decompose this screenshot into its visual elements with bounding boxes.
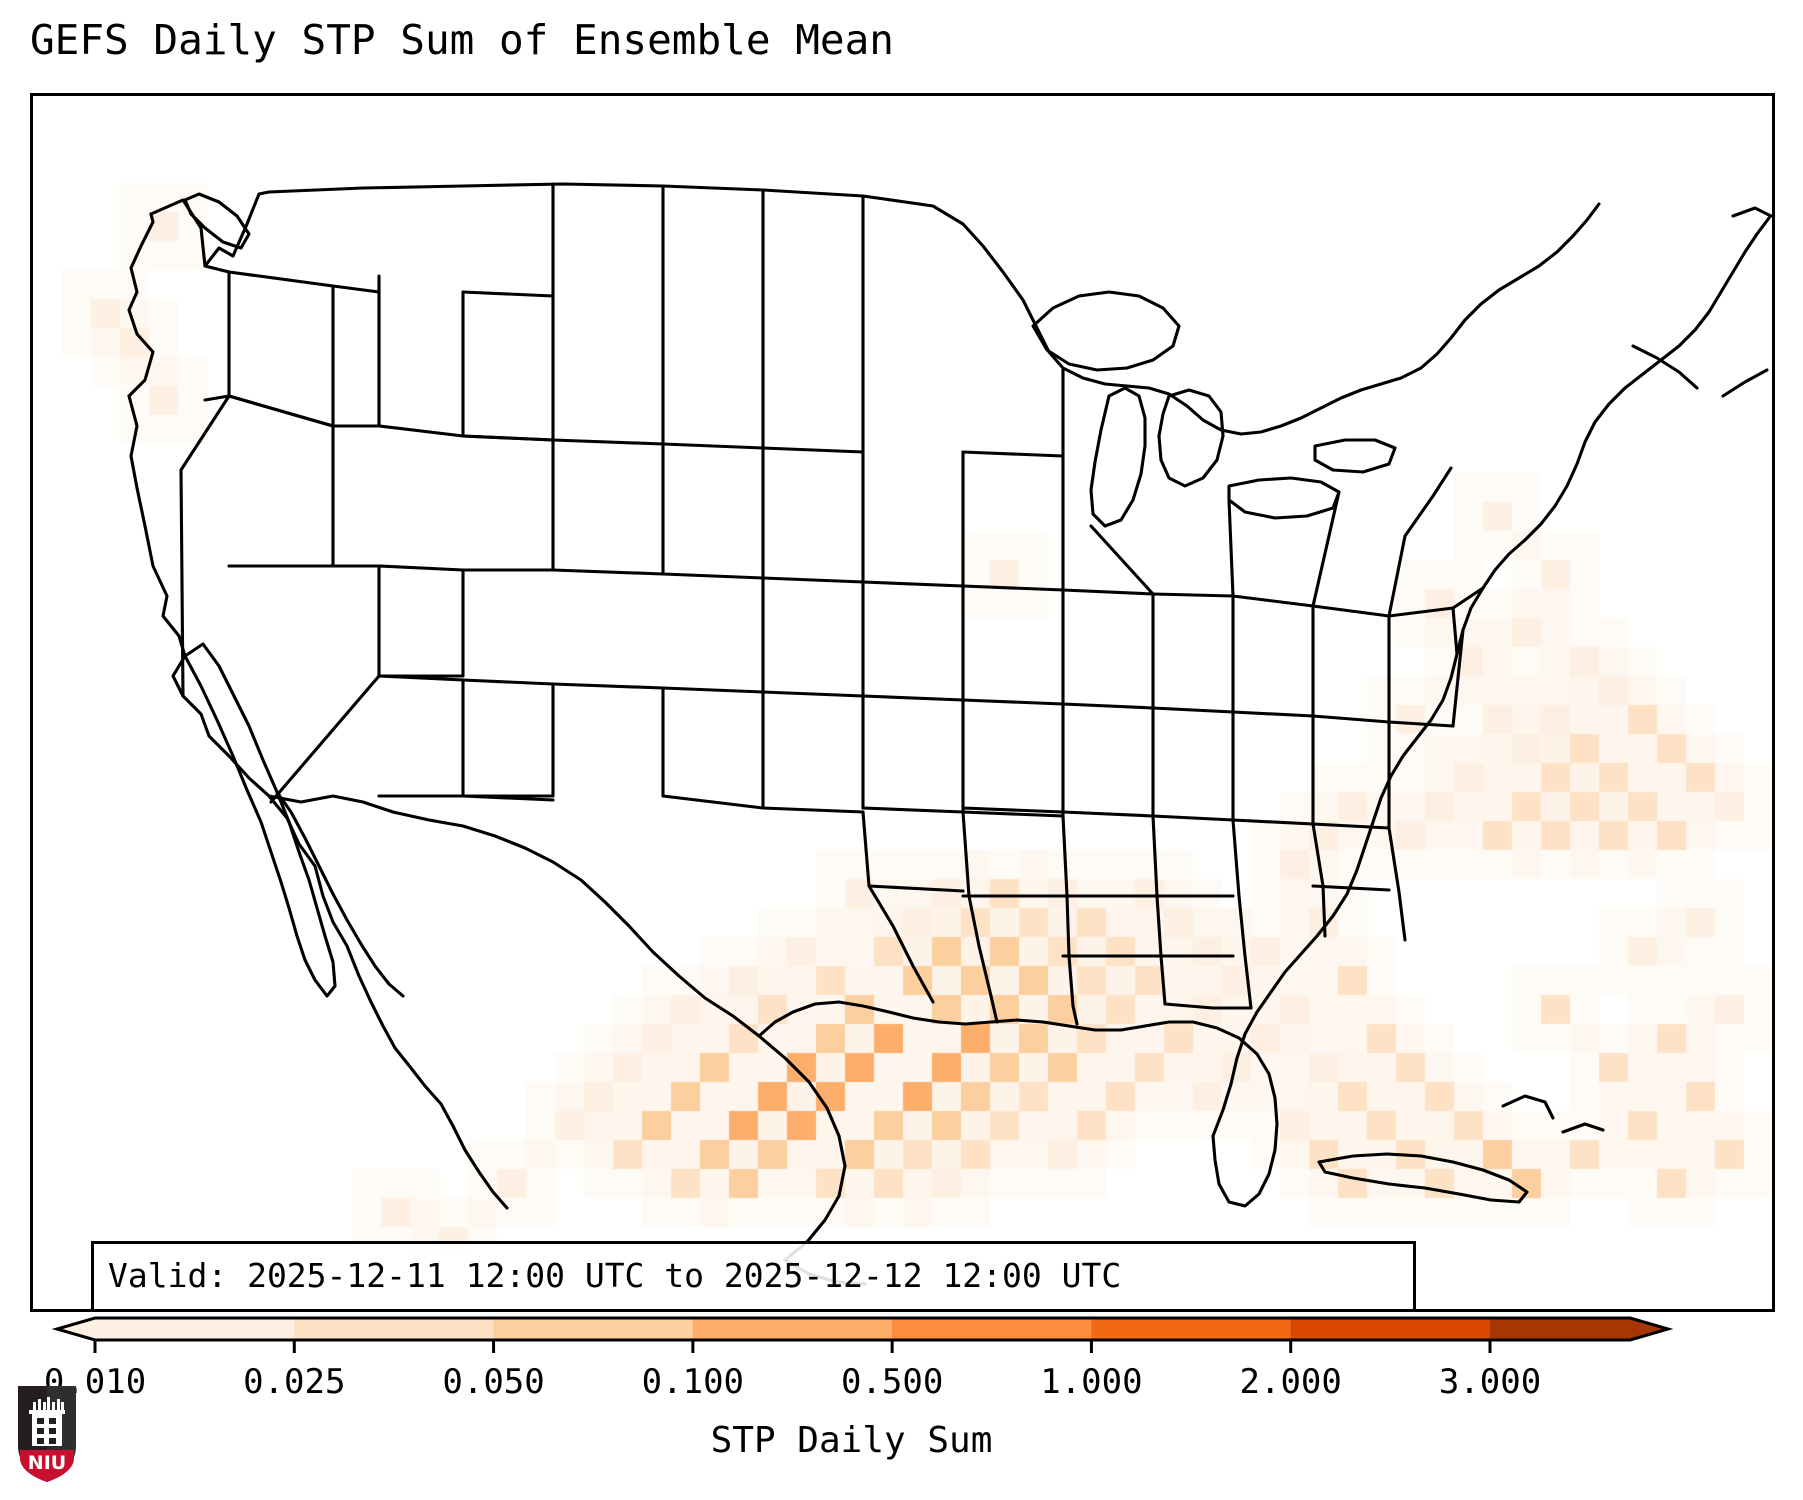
colorbar-segment [1290, 1318, 1491, 1340]
colorbar-segment [1490, 1318, 1630, 1340]
map-viewport [33, 96, 1772, 1309]
colorbar-tick-label: 0.500 [840, 1362, 944, 1402]
colorbar-axis-label: STP Daily Sum [0, 1420, 1803, 1461]
colorbar-tick-label: 0.025 [243, 1362, 346, 1402]
valid-time-line: Valid: 2025-12-11 12:00 UTC to 2025-12-1… [108, 1256, 1122, 1295]
colorbar-tick-label: 3.000 [1438, 1362, 1542, 1402]
colorbar-segment [692, 1318, 893, 1340]
colorbar-segment [95, 1318, 295, 1340]
colorbar-segment [1091, 1318, 1292, 1340]
niu-logo-text: NIU [28, 1452, 66, 1474]
colorbar-segment [493, 1318, 694, 1340]
colorbar-segment [892, 1318, 1093, 1340]
colorbar-extend-max [1630, 1318, 1668, 1340]
colorbar-extend-min [57, 1318, 95, 1340]
colorbar-segment [294, 1318, 495, 1340]
map-panel[interactable]: Valid: 2025-12-11 12:00 UTC to 2025-12-1… [30, 93, 1775, 1312]
colorbar-swatches[interactable] [0, 1310, 1803, 1370]
colorbar-outline [51, 1316, 1674, 1342]
niu-logo: NIU [18, 1386, 76, 1482]
run-time-line: Run: 2025-11-22 00:00 UTC [108, 1302, 1399, 1309]
colorbar-tick-label: 0.100 [641, 1362, 745, 1402]
colorbar-axis-label-text: STP Daily Sum [710, 1420, 993, 1461]
colorbar-tick-label: 2.000 [1239, 1362, 1342, 1402]
colorbar-tick-label: 0.050 [442, 1362, 545, 1402]
valid-run-info-box: Valid: 2025-12-11 12:00 UTC to 2025-12-1… [91, 1241, 1416, 1309]
colorbar-tick-label: 1.000 [1040, 1362, 1143, 1402]
page-title: GEFS Daily STP Sum of Ensemble Mean [30, 16, 894, 64]
